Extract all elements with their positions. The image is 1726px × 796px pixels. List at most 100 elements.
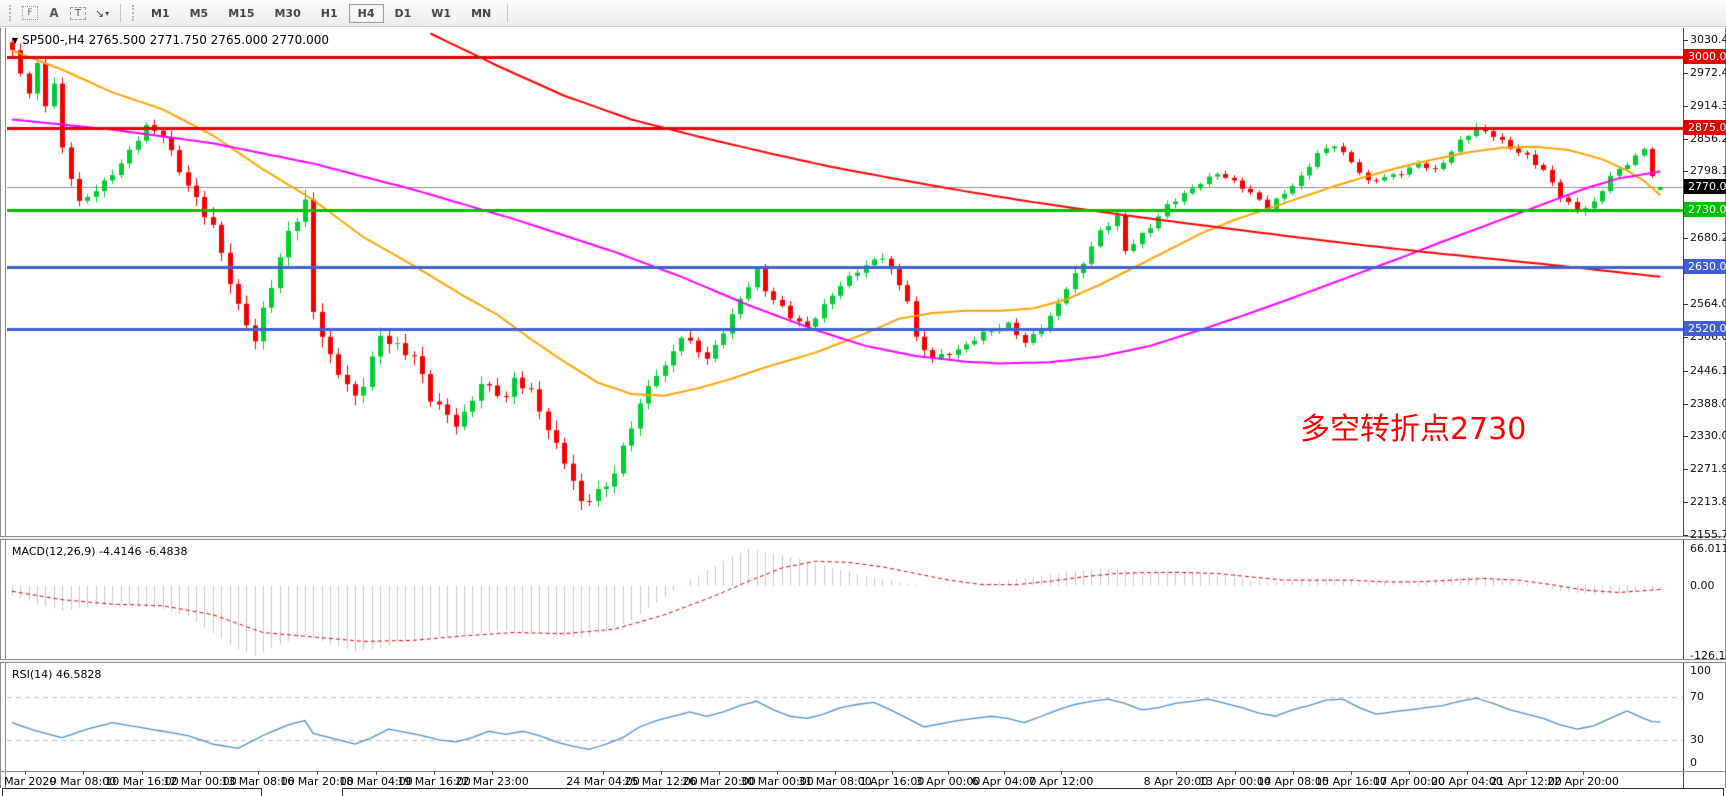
time-tick-mark xyxy=(434,771,435,775)
rsi-axis-label: 100 xyxy=(1690,664,1711,677)
price-tick-mark xyxy=(1683,502,1688,503)
time-tick-mark xyxy=(142,771,143,775)
time-tick-label: 26 Mar 20:00 xyxy=(682,775,756,788)
price-tick-mark xyxy=(1683,404,1688,405)
rsi-label: RSI(14) 46.5828 xyxy=(12,668,102,681)
time-tick-label: 8 Apr 20:00 xyxy=(1143,775,1209,788)
time-tick-mark xyxy=(661,771,662,775)
time-tick-mark xyxy=(1293,771,1294,775)
time-tick-label: 6 Mar 2020 xyxy=(0,775,57,788)
timeframe-button-mn[interactable]: MN xyxy=(471,6,492,20)
time-tick-label: 3 Apr 00:00 xyxy=(915,775,981,788)
chevron-down-icon[interactable]: ▾ xyxy=(105,8,110,18)
time-tick-mark xyxy=(1061,771,1062,775)
text-icon[interactable]: A xyxy=(49,6,59,20)
symbol-dropdown-icon[interactable]: ▼ xyxy=(12,36,19,45)
price-tick-label: 2972.410 xyxy=(1690,66,1726,79)
price-tick-label: 2155.770 xyxy=(1690,528,1726,541)
timeframe-button-h4[interactable]: H4 xyxy=(348,3,384,23)
time-tick-label: 25 Mar 12:00 xyxy=(624,775,698,788)
time-tick-mark xyxy=(1583,771,1584,775)
price-tick-label: 2271.930 xyxy=(1690,462,1726,475)
price-axis-separator xyxy=(1683,28,1684,788)
time-tick-label: 13 Mar 08:00 xyxy=(221,775,295,788)
time-tick-label: 12 Mar 00:00 xyxy=(163,775,237,788)
time-tick-label: 30 Mar 00:00 xyxy=(740,775,814,788)
price-level-badge: 2730.000 xyxy=(1684,202,1726,217)
timeframe-button-m30[interactable]: M30 xyxy=(274,6,301,20)
docked-window-tab[interactable] xyxy=(342,788,1724,796)
price-tick-mark xyxy=(1683,171,1688,172)
time-tick-mark xyxy=(1235,771,1236,775)
price-tick-label: 2330.010 xyxy=(1690,429,1726,442)
timeframe-button-m15[interactable]: M15 xyxy=(228,6,255,20)
time-tick-mark xyxy=(1176,771,1177,775)
main-chart-canvas[interactable] xyxy=(7,28,1683,536)
pane-separator-rsi[interactable] xyxy=(0,659,1726,663)
price-level-badge: 2520.000 xyxy=(1684,321,1726,336)
time-tick-label: 15 Apr 16:00 xyxy=(1315,775,1387,788)
macd-axis-label: 66.0117 xyxy=(1690,542,1726,555)
price-level-badge: 2770.000 xyxy=(1684,179,1726,194)
fibonacci-icon[interactable]: F xyxy=(19,3,41,23)
rsi-axis-label: 70 xyxy=(1690,690,1704,703)
macd-axis-label: -126.173 xyxy=(1690,649,1726,662)
timeframe-button-m1[interactable]: M1 xyxy=(151,6,170,20)
time-tick-mark xyxy=(376,771,377,775)
toolbar-separator xyxy=(507,4,509,22)
toolbar-grip[interactable] xyxy=(132,5,136,21)
arrows-icon[interactable]: ↘ ▾ xyxy=(94,6,110,20)
docked-window-tab[interactable] xyxy=(2,788,262,796)
time-tick-label: 16 Mar 20:00 xyxy=(280,775,354,788)
pane-border-left xyxy=(5,28,6,788)
time-tick-label: 6 Apr 04:00 xyxy=(971,775,1037,788)
time-tick-label: 13 Apr 00:00 xyxy=(1199,775,1271,788)
macd-axis-label: 0.00 xyxy=(1690,579,1715,592)
price-tick-mark xyxy=(1683,337,1688,338)
rsi-axis-label: 0 xyxy=(1690,756,1697,769)
price-tick-mark xyxy=(1683,436,1688,437)
time-tick-mark xyxy=(1351,771,1352,775)
pane-separator-macd[interactable] xyxy=(0,536,1726,540)
macd-pane-canvas[interactable] xyxy=(7,540,1683,659)
price-tick-label: 2388.090 xyxy=(1690,397,1726,410)
price-tick-mark xyxy=(1683,469,1688,470)
time-tick-label: 22 Mar 23:00 xyxy=(455,775,529,788)
time-tick-label: 19 Mar 16:00 xyxy=(397,775,471,788)
time-tick-label: 7 Apr 12:00 xyxy=(1028,775,1094,788)
price-level-badge: 2875.000 xyxy=(1684,120,1726,135)
price-tick-mark xyxy=(1683,106,1688,107)
timeframe-button-d1[interactable]: D1 xyxy=(394,6,412,20)
time-tick-mark xyxy=(719,771,720,775)
time-tick-mark xyxy=(603,771,604,775)
time-tick-mark xyxy=(1526,771,1527,775)
timeframe-button-h1[interactable]: H1 xyxy=(320,6,338,20)
time-tick-mark xyxy=(83,771,84,775)
rsi-axis-label: 30 xyxy=(1690,733,1704,746)
time-tick-mark xyxy=(948,771,949,775)
price-tick-label: 2914.330 xyxy=(1690,99,1726,112)
time-tick-label: 17 Apr 00:00 xyxy=(1373,775,1445,788)
time-tick-label: 21 Apr 12:00 xyxy=(1490,775,1562,788)
time-axis-separator xyxy=(0,771,1726,772)
price-tick-mark xyxy=(1683,139,1688,140)
toolbar-grip[interactable] xyxy=(9,5,13,21)
time-tick-mark xyxy=(25,771,26,775)
rsi-pane-canvas[interactable] xyxy=(7,663,1683,771)
time-tick-mark xyxy=(1409,771,1410,775)
timeframe-button-w1[interactable]: W1 xyxy=(431,6,452,20)
time-tick-mark xyxy=(777,771,778,775)
time-tick-label: 14 Apr 08:00 xyxy=(1257,775,1329,788)
price-tick-mark xyxy=(1683,238,1688,239)
time-tick-mark xyxy=(892,771,893,775)
time-tick-label: 1 Apr 16:00 xyxy=(859,775,925,788)
price-tick-mark xyxy=(1683,371,1688,372)
time-tick-mark xyxy=(1467,771,1468,775)
text-label-icon[interactable]: T xyxy=(67,3,89,23)
time-tick-label: 10 Mar 16:00 xyxy=(105,775,179,788)
price-tick-label: 2680.250 xyxy=(1690,231,1726,244)
toolbar-separator xyxy=(120,4,121,22)
price-tick-mark xyxy=(1683,535,1688,536)
timeframe-button-m5[interactable]: M5 xyxy=(189,6,209,20)
